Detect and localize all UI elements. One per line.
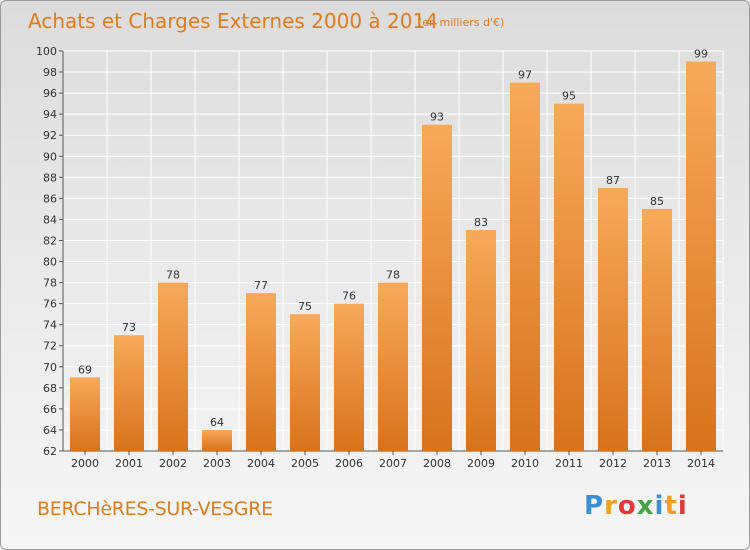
- bar-value-label: 73: [122, 321, 136, 334]
- x-tick-labels: 2000 2001 2002 2003 2004 2005 2006 2007 2008 2009…: [71, 457, 715, 470]
- y-tick-label: 78: [43, 277, 57, 290]
- x-tick-label: 2004: [247, 457, 275, 470]
- place-name: BERCHèRES-SUR-VESGRE: [37, 498, 273, 520]
- bar: [202, 429, 232, 451]
- bar: [114, 335, 144, 451]
- bar-value-label: 87: [606, 174, 620, 187]
- y-tick-label: 82: [43, 234, 57, 247]
- bar-value-label: 93: [430, 111, 444, 124]
- y-tick-label: 76: [43, 298, 57, 311]
- bar-value-label: 83: [474, 216, 488, 229]
- x-tick-label: 2014: [687, 457, 715, 470]
- bar-value-label: 75: [298, 300, 312, 313]
- y-tick-label: 100: [36, 45, 57, 58]
- y-tick-label: 64: [43, 424, 57, 437]
- y-tick-label: 96: [43, 87, 57, 100]
- bars: [70, 61, 716, 452]
- bar-value-label: 99: [694, 48, 708, 61]
- proxiti-logo[interactable]: Proxiti: [584, 491, 688, 521]
- bar-value-label: 77: [254, 279, 268, 292]
- bar-value-label: 69: [78, 363, 92, 376]
- bar: [70, 377, 100, 451]
- chart-unit: (en milliers d'€): [418, 16, 505, 29]
- x-tick-label: 2011: [555, 457, 583, 470]
- bar-value-label: 97: [518, 69, 532, 82]
- x-tick-label: 2008: [423, 457, 451, 470]
- y-tick-label: 70: [43, 361, 57, 374]
- value-labels: 69 73 78 64 77 75 76 78 93 83 97 95 87 85 99: [78, 48, 708, 429]
- bar: [378, 282, 408, 451]
- y-tick-label: 80: [43, 256, 57, 269]
- bar: [466, 229, 496, 451]
- bar-value-label: 76: [342, 290, 356, 303]
- y-tick-label: 66: [43, 403, 57, 416]
- bar-value-label: 64: [210, 416, 224, 429]
- y-tick-label: 98: [43, 66, 57, 79]
- bar-value-label: 78: [386, 269, 400, 282]
- x-tick-label: 2010: [511, 457, 539, 470]
- bar: [246, 293, 276, 451]
- chart-title: Achats et Charges Externes 2000 à 2014: [28, 9, 438, 33]
- bar-value-label: 78: [166, 269, 180, 282]
- y-tick-label: 88: [43, 171, 57, 184]
- x-tick-label: 2009: [467, 457, 495, 470]
- x-tick-label: 2013: [643, 457, 671, 470]
- y-tick-label: 68: [43, 382, 57, 395]
- bar-value-label: 95: [562, 90, 576, 103]
- y-tick-labels: 62 64 66 68 70 72 74 76 78 80 82 84 86 88 90 92 94 96 98 10…: [36, 45, 57, 458]
- x-tick-label: 2000: [71, 457, 99, 470]
- bar: [158, 282, 188, 451]
- x-tick-label: 2002: [159, 457, 187, 470]
- bar: [642, 208, 672, 451]
- y-tick-label: 94: [43, 108, 57, 121]
- y-tick-label: 84: [43, 213, 57, 226]
- x-tick-label: 2003: [203, 457, 231, 470]
- y-tick-label: 62: [43, 445, 57, 458]
- bar: [334, 303, 364, 451]
- y-tick-label: 90: [43, 150, 57, 163]
- y-tick-label: 74: [43, 319, 57, 332]
- x-tick-label: 2005: [291, 457, 319, 470]
- bar: [554, 103, 584, 451]
- bar: [510, 82, 540, 451]
- bar: [290, 314, 320, 451]
- y-tick-label: 86: [43, 192, 57, 205]
- bar-value-label: 85: [650, 195, 664, 208]
- x-tick-label: 2007: [379, 457, 407, 470]
- bar: [598, 187, 628, 451]
- x-tick-label: 2006: [335, 457, 363, 470]
- x-tick-label: 2001: [115, 457, 143, 470]
- bar: [422, 124, 452, 452]
- y-tick-label: 92: [43, 129, 57, 142]
- bar: [686, 61, 716, 452]
- x-tick-label: 2012: [599, 457, 627, 470]
- y-tick-label: 72: [43, 340, 57, 353]
